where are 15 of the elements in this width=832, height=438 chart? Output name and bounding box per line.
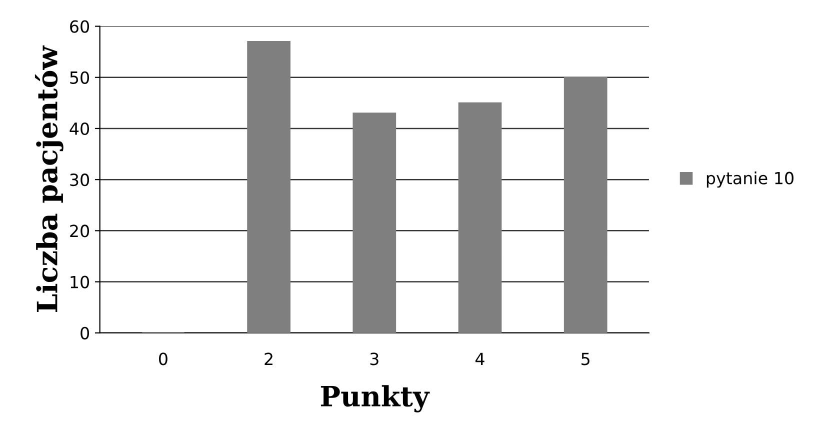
- x-axis-title: Punkty: [320, 385, 430, 412]
- y-tick-label: 20: [70, 224, 90, 238]
- x-tick-label: 4: [476, 352, 484, 365]
- y-axis-title: Liczba pacjentów: [34, 45, 64, 312]
- y-tick-label: 10: [70, 276, 90, 288]
- y-tick-label: 40: [70, 122, 90, 136]
- x-tick-label: 0: [158, 352, 168, 366]
- y-tick-label: 30: [70, 174, 90, 186]
- legend-label: pytanie 10: [706, 172, 794, 188]
- x-tick-label: 5: [582, 352, 590, 366]
- x-tick-label: 3: [370, 352, 378, 366]
- y-tick-label: 0: [80, 326, 90, 340]
- y-tick-label: 60: [70, 20, 90, 33]
- x-tick-label: 2: [264, 352, 272, 365]
- y-tick-label: 50: [70, 71, 90, 84]
